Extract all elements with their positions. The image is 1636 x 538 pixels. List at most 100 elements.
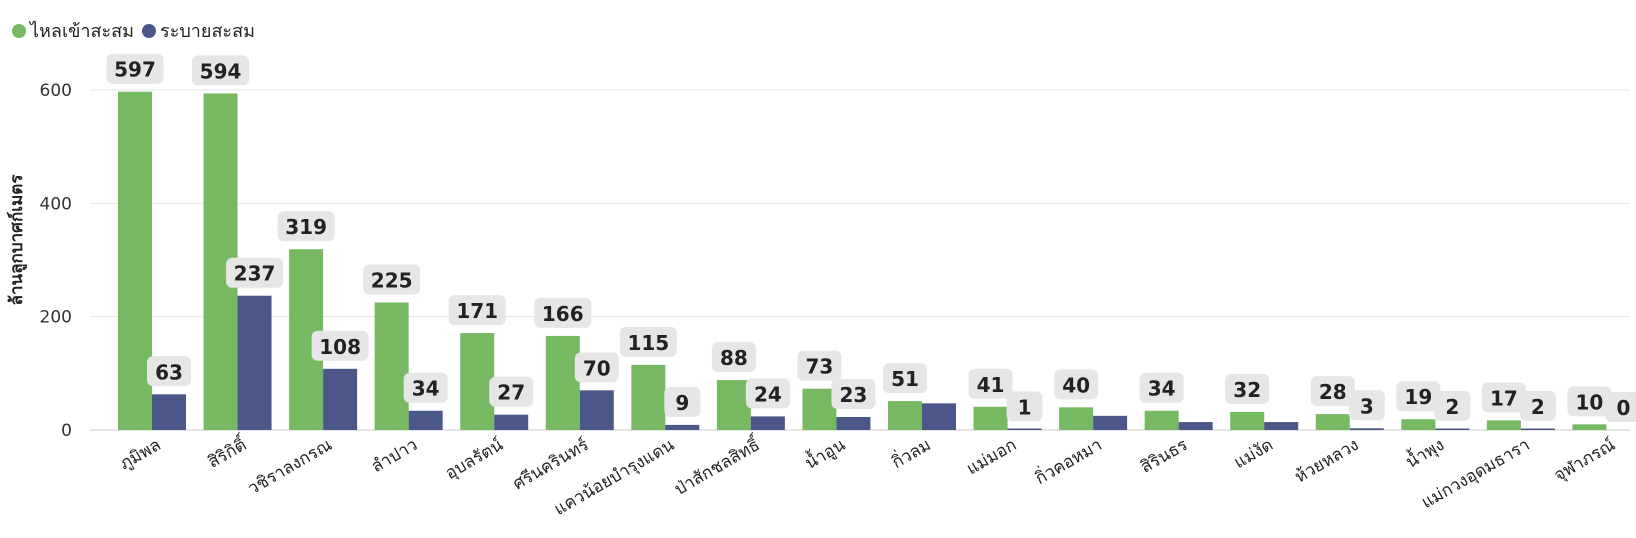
bar-inflow [888,401,922,430]
bar-inflow [1059,407,1094,430]
x-category-label: กิ่วลม [887,432,934,473]
data-label: 594 [200,59,242,83]
data-label-bg [574,352,619,383]
legend-item-inflow[interactable]: ไหลเข้าสะสม [12,16,134,45]
bar-outflow [1264,422,1299,430]
data-label-bg [664,386,701,417]
data-label: 10 [1576,390,1604,414]
data-label: 9 [675,391,689,415]
data-label-bg [1396,381,1441,412]
data-label-bg [968,368,1013,399]
y-tick-label: 200 [40,308,72,328]
data-label-bg [797,350,842,381]
x-category-label: จุฬาภรณ์ [1551,435,1619,486]
data-label-bg [619,326,677,357]
data-label-bg [1348,390,1385,421]
data-label: 2 [1531,395,1545,419]
data-label: 32 [1233,378,1261,402]
bar-outflow [922,403,956,430]
bar-outflow [323,368,358,430]
data-label-bg [311,330,369,361]
x-category-label: ลำปาว [368,435,421,477]
data-label-bg [1006,391,1043,422]
data-label-bg [883,363,927,394]
data-label: 41 [977,373,1005,397]
x-category-label: แม่งัด [1231,435,1277,473]
data-label-bg [1310,376,1355,407]
bar-inflow [460,333,495,430]
bar-outflow [1520,428,1555,430]
bar-inflow [1315,414,1350,430]
bar-outflow [1349,428,1384,430]
bar-inflow [802,388,837,430]
legend-label-inflow: ไหลเข้าสะสม [30,21,135,42]
data-label: 27 [497,381,525,405]
bar-outflow [836,416,871,430]
y-tick-label: 600 [40,81,72,101]
y-tick-label: 400 [40,194,72,214]
legend-item-outflow[interactable]: ระบายสะสม [142,16,255,45]
data-label: 24 [754,382,782,406]
bar-inflow [1486,420,1521,430]
data-label-bg [1139,372,1184,403]
y-tick-label: 0 [61,421,72,441]
legend-dot-inflow [12,23,26,38]
data-label-bg [534,297,592,328]
data-label: 40 [1062,373,1090,397]
legend-label-outflow: ระบายสะสม [160,21,255,42]
bar-inflow [1144,410,1179,430]
bar-inflow [1572,424,1607,430]
x-category-label: ห้วยหลวง [1291,435,1362,487]
bar-outflow [1178,422,1213,430]
x-category-label: ป่าสักชลสิทธิ์ [670,431,765,499]
data-label-bg [1434,390,1471,421]
bar-outflow [750,416,785,430]
data-label-bg [192,55,250,86]
x-category-label: อุบลรัตน์ [442,435,507,484]
data-label-bg [1481,382,1526,413]
data-label: 237 [234,262,276,286]
data-label: 597 [114,58,156,82]
data-label: 1 [1018,395,1032,419]
bar-outflow [1007,428,1042,430]
data-label-bg [1567,386,1612,417]
bar-outflow [494,414,529,430]
data-label-bg [363,264,421,295]
data-label-bg [489,376,534,407]
data-label-bg [1054,369,1099,400]
data-label: 70 [583,356,611,380]
data-label: 17 [1490,386,1518,410]
bar-inflow [631,364,666,430]
data-label-bg [1605,392,1636,422]
bar-inflow [1401,419,1436,430]
bar-outflow [665,424,700,430]
data-label: 171 [456,299,498,323]
data-label-bg [403,372,448,403]
chart-legend: ไหลเข้าสะสม ระบายสะสม [12,16,263,45]
x-category-label: ภูมิพล [116,435,164,474]
data-label: 34 [1148,377,1176,401]
data-label: 73 [806,355,834,379]
data-label-bg [711,342,756,373]
data-label: 63 [155,360,183,384]
data-label: 115 [627,331,669,355]
data-label: 88 [720,346,748,370]
bar-outflow [152,394,186,430]
x-category-label: น้ำพุง [1401,432,1448,472]
bar-inflow [545,335,580,430]
bar-inflow [118,91,152,430]
x-category-label: สิริกิติ์ [203,431,252,472]
data-label: 2 [1445,395,1459,419]
data-label: 108 [319,335,361,359]
data-label: 0 [1616,396,1630,420]
bar-inflow [973,406,1008,430]
x-category-label: น้ำอูน [800,432,849,474]
data-label: 3 [1360,394,1374,418]
bar-outflow [579,390,614,430]
data-label-bg [226,257,284,288]
data-label: 51 [891,367,919,391]
bar-outflow [1093,415,1128,430]
y-axis-label: ล้านลูกบาศก์เมตร [6,174,28,306]
data-label-bg [448,295,506,326]
